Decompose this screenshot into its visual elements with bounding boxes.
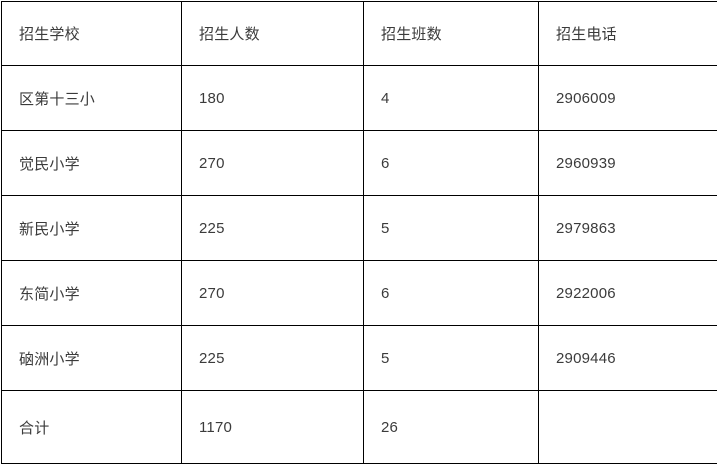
cell-students: 270 [182, 261, 364, 326]
table-row: 新民小学 225 5 2979863 [2, 196, 717, 261]
cell-school: 合计 [2, 391, 182, 464]
table-row-total: 合计 1170 26 [2, 391, 717, 464]
cell-phone: 2979863 [539, 196, 717, 261]
cell-classes: 26 [364, 391, 539, 464]
table-row: 硇洲小学 225 5 2909446 [2, 326, 717, 391]
cell-students: 1170 [182, 391, 364, 464]
cell-school: 区第十三小 [2, 66, 182, 131]
cell-students: 225 [182, 196, 364, 261]
cell-classes: 6 [364, 261, 539, 326]
cell-school: 东简小学 [2, 261, 182, 326]
cell-phone: 2960939 [539, 131, 717, 196]
cell-students: 270 [182, 131, 364, 196]
header-row: 招生学校 招生人数 招生班数 招生电话 [2, 2, 717, 66]
table-row: 东简小学 270 6 2922006 [2, 261, 717, 326]
cell-students: 180 [182, 66, 364, 131]
column-header-students: 招生人数 [182, 2, 364, 66]
table-row: 区第十三小 180 4 2906009 [2, 66, 717, 131]
cell-phone: 2906009 [539, 66, 717, 131]
cell-phone [539, 391, 717, 464]
cell-classes: 6 [364, 131, 539, 196]
cell-phone: 2922006 [539, 261, 717, 326]
table-body: 区第十三小 180 4 2906009 觉民小学 270 6 2960939 新… [2, 66, 717, 464]
cell-phone: 2909446 [539, 326, 717, 391]
table-header: 招生学校 招生人数 招生班数 招生电话 [2, 2, 717, 66]
cell-classes: 5 [364, 196, 539, 261]
cell-classes: 5 [364, 326, 539, 391]
column-header-phone: 招生电话 [539, 2, 717, 66]
cell-students: 225 [182, 326, 364, 391]
cell-classes: 4 [364, 66, 539, 131]
cell-school: 硇洲小学 [2, 326, 182, 391]
cell-school: 觉民小学 [2, 131, 182, 196]
table-row: 觉民小学 270 6 2960939 [2, 131, 717, 196]
cell-school: 新民小学 [2, 196, 182, 261]
column-header-school: 招生学校 [2, 2, 182, 66]
column-header-classes: 招生班数 [364, 2, 539, 66]
